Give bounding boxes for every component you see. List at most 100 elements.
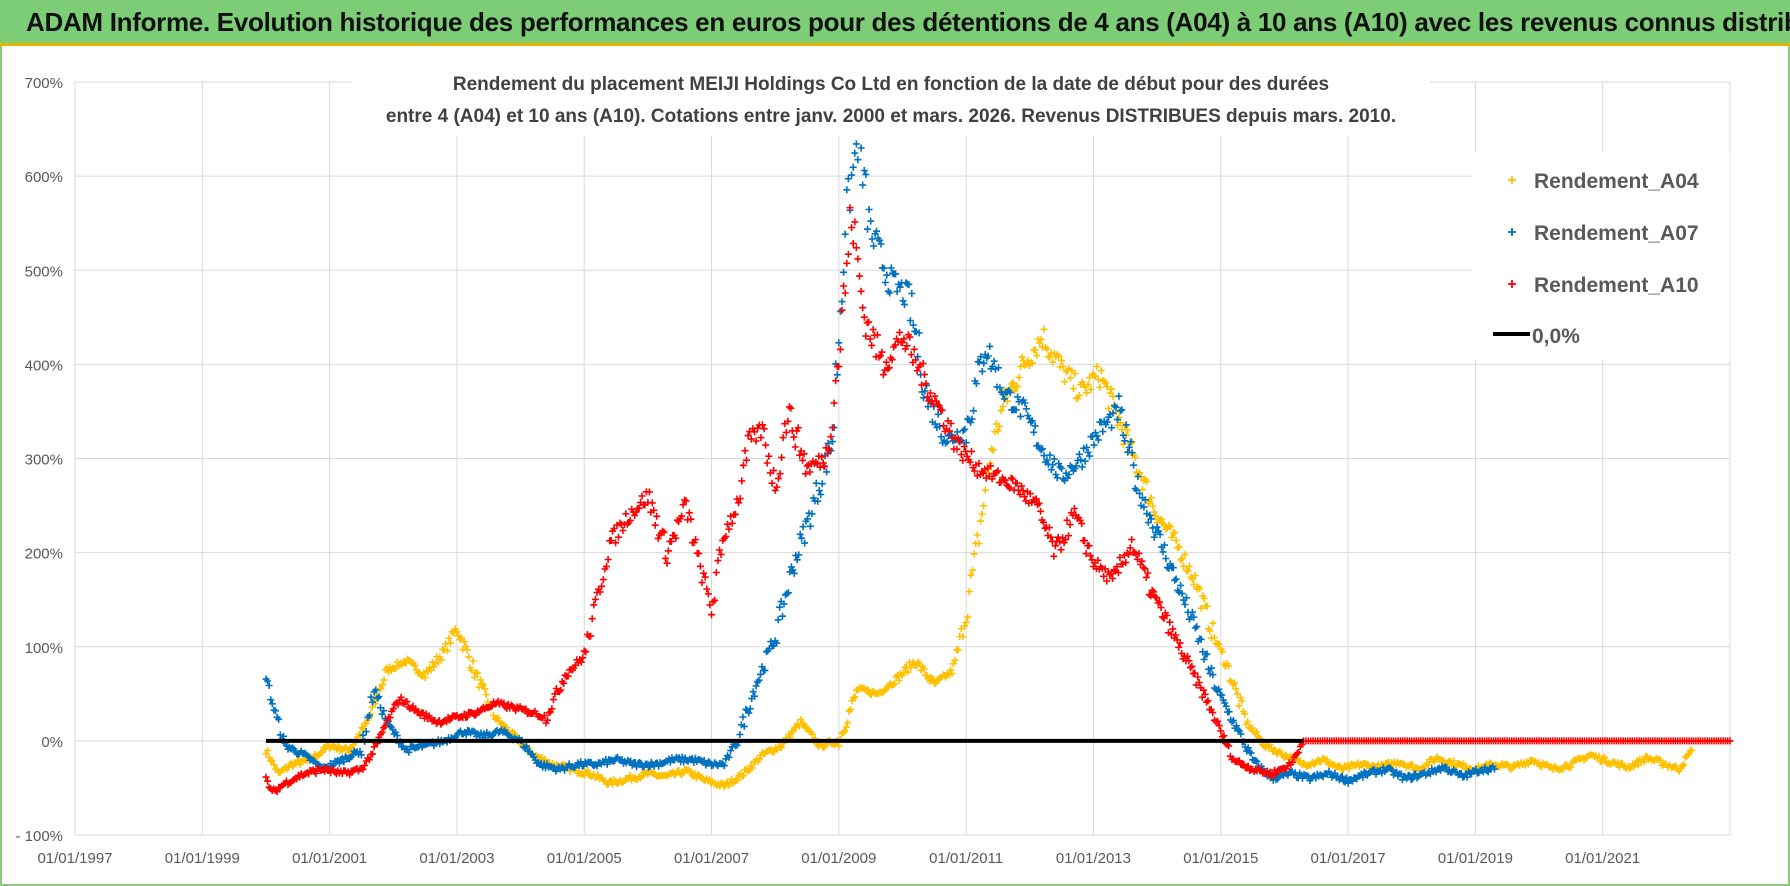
rendement-a07-point <box>280 732 287 740</box>
rendement-a10-point <box>631 512 639 519</box>
rendement-a10-point <box>717 551 725 558</box>
rendement-a04-point <box>1061 378 1069 386</box>
rendement-a07-point <box>1244 744 1252 752</box>
x-tick-label: 01/01/2009 <box>801 850 876 867</box>
rendement-a10-point <box>378 728 386 736</box>
rendement-a04-point <box>1226 677 1234 685</box>
rendement-a04-point <box>1196 585 1204 593</box>
rendement-a10-point <box>603 563 610 570</box>
rendement-a07-point <box>806 522 814 530</box>
rendement-a04-point <box>1323 756 1331 764</box>
rendement-a04-point <box>358 724 366 732</box>
rendement-a10-point <box>1215 722 1223 730</box>
rendement-a10-point <box>588 615 596 623</box>
rendement-a07-point <box>727 747 735 755</box>
rendement-a04-point <box>1244 718 1252 725</box>
rendement-a10-point <box>700 569 708 577</box>
rendement-a10-point <box>953 445 961 453</box>
rendement-a04-point <box>1209 619 1217 627</box>
rendement-a10-point <box>714 557 722 565</box>
rendement-a07-point <box>887 264 895 272</box>
rendement-a10-point <box>1070 505 1078 512</box>
rendement-a07-point <box>1359 773 1367 781</box>
rendement-a10-point <box>935 402 943 409</box>
rendement-a04-point <box>380 676 388 684</box>
rendement-a10-point <box>918 381 926 389</box>
rendement-a04-point <box>465 653 473 661</box>
rendement-a04-point <box>346 745 354 753</box>
rendement-a10-point <box>369 750 377 758</box>
rendement-a07-point <box>357 751 365 759</box>
rendement-a10-point <box>840 282 848 290</box>
rendement-a10-point <box>1141 565 1149 573</box>
rendement-a10-point <box>1138 557 1146 565</box>
rendement-a10-point <box>900 335 908 343</box>
rendement-a07-point <box>745 709 753 717</box>
rendement-a07-point <box>808 510 816 518</box>
rendement-a04-point <box>959 633 967 640</box>
rendement-a10-point <box>1016 490 1024 498</box>
rendement-a10-point <box>791 443 799 451</box>
rendement-a04-point <box>1087 386 1095 394</box>
rendement-a10-point <box>778 454 786 461</box>
rendement-a10-point <box>1163 612 1171 619</box>
rendement-a07-point <box>380 707 388 715</box>
rendement-a10-point <box>860 313 868 321</box>
rendement-a10-point <box>1034 501 1042 509</box>
rendement-a04-point <box>1143 478 1151 485</box>
x-tick-label: 01/01/2021 <box>1565 850 1640 867</box>
rendement-a10-point <box>956 438 964 446</box>
rendement-a04-point <box>471 673 479 681</box>
rendement-a10-point <box>994 467 1002 475</box>
rendement-a10-point <box>979 469 987 477</box>
rendement-a07-point <box>725 753 733 761</box>
rendement-a07-point <box>1253 757 1261 765</box>
rendement-a07-point <box>793 556 801 564</box>
rendement-a10-point <box>1200 686 1208 694</box>
rendement-a07-point <box>1141 496 1149 504</box>
rendement-a10-point <box>1051 542 1059 550</box>
rendement-a07-point <box>865 206 873 213</box>
rendement-a07-point <box>470 727 478 735</box>
rendement-a07-point <box>1136 490 1143 497</box>
rendement-a07-point <box>893 288 901 295</box>
rendement-a04-point <box>443 647 451 655</box>
rendement-a10-point <box>1013 479 1021 487</box>
rendement-a10-point <box>1235 757 1243 765</box>
rendement-a04-point <box>1017 363 1024 370</box>
rendement-a04-point <box>962 618 970 626</box>
rendement-a10-point <box>844 250 852 258</box>
rendement-a04-point <box>949 660 957 668</box>
rendement-a07-point <box>1162 555 1170 562</box>
rendement-a10-point <box>1169 625 1177 633</box>
rendement-a04-point <box>822 742 830 749</box>
rendement-a10-point <box>394 701 402 709</box>
rendement-a07-point <box>852 140 860 148</box>
rendement-a07-point <box>1083 443 1091 451</box>
rendement-a10-point <box>843 259 851 267</box>
rendement-a10-point <box>389 705 397 713</box>
rendement-a04-point <box>1043 345 1051 353</box>
rendement-a07-point <box>1230 717 1237 724</box>
rendement-a04-point <box>900 669 907 677</box>
rendement-a10-point <box>522 705 530 713</box>
rendement-a07-point <box>1197 635 1205 643</box>
rendement-a04-point <box>756 755 763 763</box>
rendement-a10-point <box>1217 727 1225 735</box>
y-tick-label: 400% <box>25 357 63 374</box>
rendement-a10-point <box>651 521 659 529</box>
rendement-a10-point <box>1172 631 1180 639</box>
rendement-a10-point <box>596 588 604 596</box>
rendement-a07-point <box>1232 722 1240 730</box>
chart-title-line-1: Rendement du placement MEIJI Holdings Co… <box>453 74 1329 95</box>
rendement-a10-point <box>829 424 836 432</box>
rendement-a04-point <box>1680 761 1688 769</box>
rendement-a10-point <box>727 512 735 520</box>
rendement-a07-point <box>1128 449 1136 457</box>
rendement-a07-point <box>1188 608 1196 616</box>
rendement-a07-point <box>921 387 929 395</box>
rendement-a10-point <box>835 362 843 370</box>
rendement-a07-point <box>1246 748 1254 756</box>
x-tick-label: 01/01/2001 <box>292 850 367 867</box>
rendement-a10-point <box>397 693 405 701</box>
